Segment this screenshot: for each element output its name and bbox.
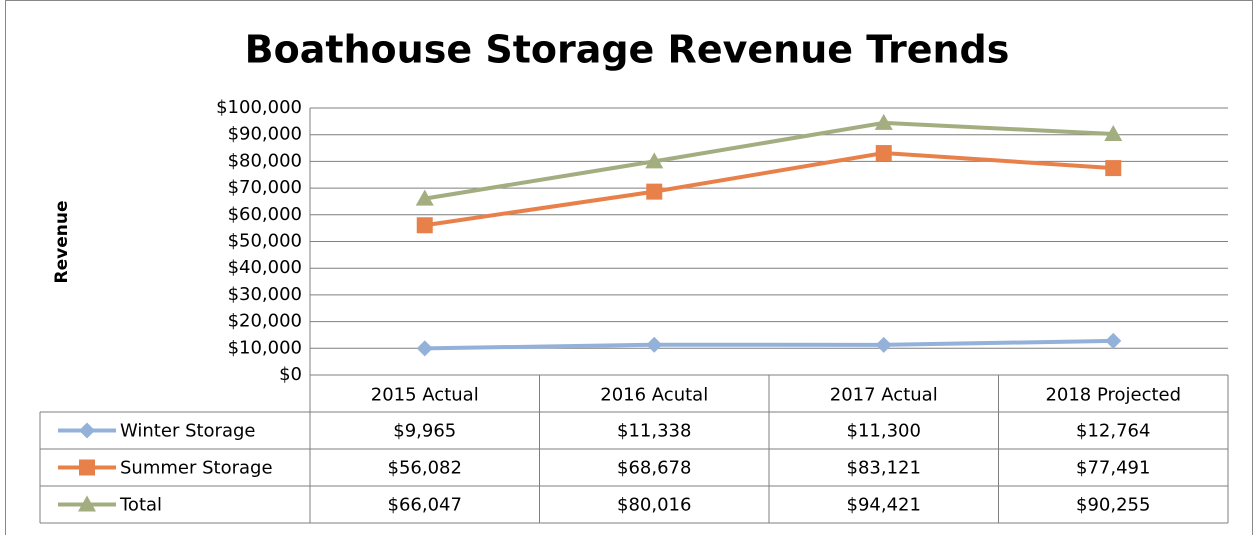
y-tick-label: $70,000	[228, 177, 302, 198]
table-value: $68,678	[617, 458, 691, 479]
series-marker	[645, 152, 664, 169]
legend-marker	[79, 459, 95, 476]
series-line	[424, 151, 1114, 228]
y-tick-label: $0	[279, 364, 302, 385]
series-marker	[874, 113, 893, 130]
series-marker	[875, 336, 892, 353]
series-line	[424, 338, 1114, 351]
y-tick-label: $30,000	[228, 284, 302, 305]
x-tick-label: 2016 Acutal	[600, 385, 708, 406]
chart-border	[5, 0, 1253, 535]
legend-label: Winter Storage	[120, 421, 256, 442]
table-value: $83,121	[847, 458, 921, 479]
table-value: $56,082	[388, 458, 462, 479]
table-value: $90,255	[1076, 495, 1150, 516]
legend-label: Summer Storage	[120, 458, 273, 479]
series-marker	[875, 145, 892, 162]
y-axis-label: Revenue	[52, 201, 72, 284]
series-marker	[416, 340, 433, 357]
table-value: $66,047	[388, 495, 462, 516]
series-marker	[1105, 160, 1122, 177]
series-line	[424, 120, 1114, 201]
table-value: $77,491	[1076, 458, 1150, 479]
table-value: $11,338	[617, 421, 691, 442]
y-tick-label: $80,000	[228, 150, 302, 171]
series-marker	[415, 189, 434, 206]
x-tick-label: 2017 Actual	[830, 385, 938, 406]
series-marker	[646, 183, 663, 200]
table-value: $11,300	[847, 421, 921, 442]
legend-label: Total	[119, 495, 162, 516]
y-tick-label: $100,000	[216, 97, 302, 118]
y-tick-label: $60,000	[228, 204, 302, 225]
series-marker	[646, 336, 663, 353]
series-marker	[1105, 332, 1122, 349]
y-tick-label: $90,000	[228, 124, 302, 145]
x-tick-label: 2015 Actual	[371, 385, 479, 406]
series-marker	[416, 217, 433, 234]
y-tick-label: $20,000	[228, 311, 302, 332]
series-marker	[1104, 125, 1123, 142]
table-value: $80,016	[617, 495, 691, 516]
y-tick-label: $40,000	[228, 257, 302, 278]
legend-marker	[78, 495, 96, 512]
x-tick-label: 2018 Projected	[1045, 385, 1181, 406]
chart-title: Boathouse Storage Revenue Trends	[245, 28, 1010, 72]
table-value: $12,764	[1076, 421, 1150, 442]
legend-marker	[79, 422, 95, 439]
y-tick-label: $50,000	[228, 231, 302, 252]
table-value: $94,421	[847, 495, 921, 516]
table-value: $9,965	[393, 421, 456, 442]
y-tick-label: $10,000	[228, 337, 302, 358]
